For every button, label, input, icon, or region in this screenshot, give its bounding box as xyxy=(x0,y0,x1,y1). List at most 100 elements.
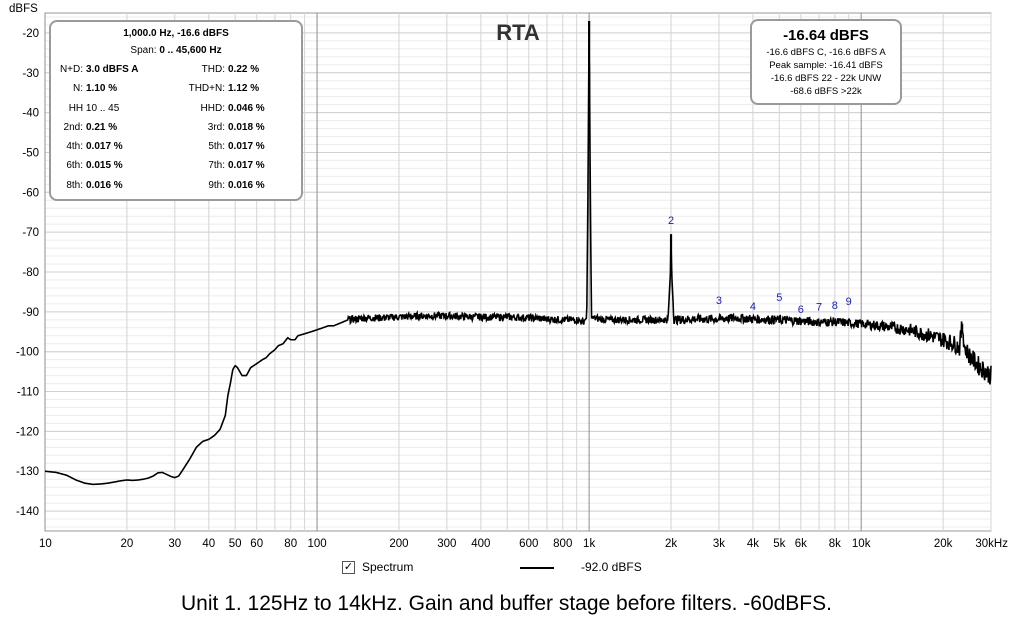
legend-line-swatch xyxy=(520,567,554,569)
distortion-value: 0.046 % xyxy=(228,102,265,114)
x-tick-label: 20 xyxy=(121,538,134,550)
distortion-cell: THD: 0.22 % xyxy=(177,64,259,75)
distortion-value: 0.017 % xyxy=(228,160,265,172)
distortion-label: 2nd: xyxy=(63,121,83,133)
x-tick-label: 800 xyxy=(553,538,572,550)
distortion-label: 9th: xyxy=(208,179,225,191)
harmonic-label: 5 xyxy=(776,292,782,304)
y-tick-label: -130 xyxy=(16,466,39,478)
level-value: -16.64 dBFS xyxy=(783,27,869,44)
y-tick-label: -70 xyxy=(22,227,39,239)
x-tick-label: 200 xyxy=(389,538,408,550)
harmonic-label: 7 xyxy=(816,302,822,314)
harmonic-label: 3 xyxy=(716,295,722,307)
x-tick-label: 30kHz xyxy=(975,538,1008,550)
x-tick-label: 10 xyxy=(39,538,52,550)
spectrum-checkbox[interactable]: ✓ xyxy=(342,561,355,574)
distortion-cell: 2nd: 0.21 % xyxy=(55,121,118,133)
distortion-value: 0.016 % xyxy=(86,179,123,191)
x-tick-label: 300 xyxy=(437,538,456,550)
x-tick-label: 60 xyxy=(250,538,263,550)
distortion-value: 0.22 % xyxy=(228,64,260,75)
distortion-label: N: xyxy=(73,83,83,95)
distortion-label: THD: xyxy=(201,64,225,75)
y-tick-label: -20 xyxy=(22,28,39,40)
level-readout-box: -16.64 dBFS -16.6 dBFS C, -16.6 dBFS A P… xyxy=(750,19,902,105)
distortion-label: HHD: xyxy=(200,102,225,114)
distortion-row: 4th: 0.017 % 5th: 0.017 % xyxy=(51,141,301,160)
y-tick-label: -50 xyxy=(22,147,39,159)
y-tick-label: -140 xyxy=(16,506,39,518)
x-tick-label: 80 xyxy=(284,538,297,550)
y-tick-label: -30 xyxy=(22,68,39,80)
x-tick-label: 1k xyxy=(583,538,595,550)
distortion-row: 8th: 0.016 % 9th: 0.016 % xyxy=(51,180,301,199)
distortion-row: N+D: 3.0 dBFS A THD: 0.22 % xyxy=(51,64,301,83)
distortion-cell: N: 1.10 % xyxy=(55,83,117,94)
x-tick-label: 6k xyxy=(795,538,807,550)
distortion-label: HH 10 .. 45 xyxy=(68,102,120,114)
distortion-label: 7th: xyxy=(208,160,225,172)
distortion-cell: 5th: 0.017 % xyxy=(177,141,265,153)
level-line: Peak sample: -16.41 dBFS xyxy=(769,60,883,71)
distortion-value: 0.016 % xyxy=(228,179,265,191)
y-tick-label: -100 xyxy=(16,347,39,359)
span-value: 0 .. 45,600 Hz xyxy=(159,45,222,56)
level-line: -16.6 dBFS C, -16.6 dBFS A xyxy=(766,47,886,58)
x-tick-label: 400 xyxy=(471,538,490,550)
distortion-cell: 6th: 0.015 % xyxy=(55,160,122,172)
distortion-value: 0.017 % xyxy=(86,141,123,153)
spectrum-trace xyxy=(44,46,992,486)
y-tick-label: -40 xyxy=(22,108,39,120)
x-tick-label: 20k xyxy=(934,538,953,550)
y-tick-label: -120 xyxy=(16,426,39,438)
distortion-table: N+D: 3.0 dBFS A THD: 0.22 % N: 1.10 % THD+N: 1.… xyxy=(51,64,301,199)
spectrum-legend-label[interactable]: Spectrum xyxy=(362,560,414,574)
distortion-value: 0.21 % xyxy=(86,121,118,133)
harmonic-label: 8 xyxy=(832,300,838,312)
distortion-cell: 7th: 0.017 % xyxy=(177,160,265,172)
distortion-cell: THD+N: 1.12 % xyxy=(177,83,260,95)
distortion-row: HH 10 .. 45 HHD: 0.046 % xyxy=(51,103,301,122)
level-line: -16.6 dBFS 22 - 22k UNW xyxy=(770,73,882,84)
distortion-value: 0.017 % xyxy=(228,141,265,153)
distortion-label: N+D: xyxy=(59,64,83,75)
y-tick-label: -80 xyxy=(22,267,39,279)
distortion-cell: HHD: 0.046 % xyxy=(177,103,265,114)
x-tick-label: 3k xyxy=(713,538,725,550)
span-label: Span: xyxy=(130,45,157,56)
x-tick-label: 2k xyxy=(665,538,677,550)
span-readout: Span: 0 .. 45,600 Hz xyxy=(51,45,301,64)
y-axis-label: dBFS xyxy=(9,3,38,15)
distortion-label: 8th: xyxy=(66,179,83,191)
level-line: -68.6 dBFS >22k xyxy=(790,86,862,97)
harmonic-label: 9 xyxy=(846,296,852,308)
distortion-value: 1.12 % xyxy=(228,83,260,95)
y-tick-label: -60 xyxy=(22,187,39,199)
distortion-cell: HH 10 .. 45 xyxy=(55,103,136,114)
x-tick-label: 100 xyxy=(307,538,326,550)
distortion-label: 3rd: xyxy=(207,121,225,133)
distortion-label: 5th: xyxy=(208,141,225,153)
distortion-value: 0.018 % xyxy=(228,121,265,133)
distortion-cell: N+D: 3.0 dBFS A xyxy=(55,64,138,75)
y-tick-label: -110 xyxy=(17,387,39,399)
y-tick-label: -90 xyxy=(22,307,39,319)
distortion-cell: 9th: 0.016 % xyxy=(177,179,265,191)
x-tick-label: 5k xyxy=(773,538,785,550)
x-tick-label: 4k xyxy=(747,538,759,550)
figure-caption: Unit 1. 125Hz to 14kHz. Gain and buffer … xyxy=(181,592,832,615)
x-tick-label: 50 xyxy=(229,538,242,550)
distortion-label: 6th: xyxy=(66,160,83,172)
distortion-row: N: 1.10 % THD+N: 1.12 % xyxy=(51,83,301,102)
x-tick-label: 10k xyxy=(852,538,871,550)
chart-title: RTA xyxy=(496,20,540,45)
distortion-label: 4th: xyxy=(66,141,83,153)
distortion-label: THD+N: xyxy=(188,83,225,95)
x-tick-label: 30 xyxy=(168,538,181,550)
distortion-cell: 3rd: 0.018 % xyxy=(177,122,265,133)
legend-line-value: -92.0 dBFS xyxy=(581,560,642,574)
harmonic-label: 4 xyxy=(750,301,756,313)
x-tick-label: 600 xyxy=(519,538,538,550)
harmonic-label: 6 xyxy=(798,304,804,316)
